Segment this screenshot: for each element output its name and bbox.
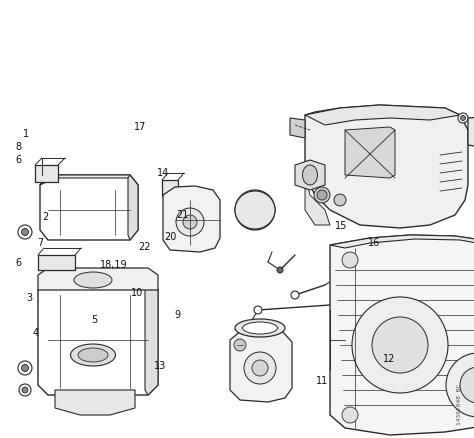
Circle shape bbox=[334, 194, 346, 206]
Polygon shape bbox=[162, 180, 178, 196]
Text: 7: 7 bbox=[37, 238, 44, 248]
Ellipse shape bbox=[71, 344, 116, 366]
Text: 5: 5 bbox=[91, 315, 98, 325]
Circle shape bbox=[18, 361, 32, 375]
Circle shape bbox=[183, 215, 197, 229]
Circle shape bbox=[244, 352, 276, 384]
Circle shape bbox=[235, 190, 275, 230]
Polygon shape bbox=[40, 175, 138, 185]
Polygon shape bbox=[345, 127, 395, 178]
Text: 9: 9 bbox=[175, 311, 181, 320]
Circle shape bbox=[22, 387, 28, 393]
Circle shape bbox=[317, 190, 327, 200]
Text: 16: 16 bbox=[368, 238, 381, 248]
Circle shape bbox=[243, 198, 267, 222]
Text: 2: 2 bbox=[42, 212, 48, 222]
Circle shape bbox=[254, 306, 262, 314]
Circle shape bbox=[176, 208, 204, 236]
Text: 3: 3 bbox=[27, 293, 32, 303]
Circle shape bbox=[21, 364, 28, 371]
Polygon shape bbox=[128, 175, 138, 240]
Ellipse shape bbox=[235, 319, 285, 337]
Circle shape bbox=[460, 367, 474, 403]
Circle shape bbox=[336, 271, 344, 279]
Circle shape bbox=[314, 187, 330, 203]
Polygon shape bbox=[145, 280, 158, 395]
Circle shape bbox=[458, 113, 468, 123]
Polygon shape bbox=[330, 235, 474, 252]
Text: 8: 8 bbox=[15, 142, 21, 152]
Text: 18,19: 18,19 bbox=[100, 260, 128, 270]
Text: 13: 13 bbox=[154, 361, 166, 371]
Polygon shape bbox=[330, 235, 474, 435]
Polygon shape bbox=[305, 105, 460, 125]
Polygon shape bbox=[468, 115, 474, 152]
Polygon shape bbox=[38, 268, 158, 290]
Polygon shape bbox=[38, 280, 158, 290]
Ellipse shape bbox=[302, 165, 318, 185]
Polygon shape bbox=[38, 255, 75, 270]
Text: 6: 6 bbox=[15, 155, 21, 165]
Polygon shape bbox=[38, 280, 158, 395]
Circle shape bbox=[277, 267, 283, 273]
Polygon shape bbox=[305, 175, 330, 225]
Circle shape bbox=[291, 291, 299, 299]
Ellipse shape bbox=[74, 272, 112, 288]
Text: 4: 4 bbox=[33, 328, 38, 338]
Circle shape bbox=[446, 353, 474, 417]
Circle shape bbox=[18, 225, 32, 239]
Polygon shape bbox=[295, 160, 325, 190]
Ellipse shape bbox=[235, 191, 275, 229]
Polygon shape bbox=[55, 390, 135, 415]
Circle shape bbox=[342, 252, 358, 268]
Text: 15: 15 bbox=[335, 221, 347, 230]
Text: 14367048 BC: 14367048 BC bbox=[457, 384, 463, 425]
Text: 22: 22 bbox=[138, 243, 151, 252]
Text: 14: 14 bbox=[157, 168, 170, 178]
Ellipse shape bbox=[78, 348, 108, 362]
Text: 21: 21 bbox=[176, 210, 189, 219]
Circle shape bbox=[21, 229, 28, 236]
Polygon shape bbox=[230, 328, 292, 402]
Polygon shape bbox=[305, 105, 468, 228]
Circle shape bbox=[372, 317, 428, 373]
Circle shape bbox=[252, 360, 268, 376]
Circle shape bbox=[234, 339, 246, 351]
Polygon shape bbox=[290, 118, 305, 138]
Circle shape bbox=[19, 384, 31, 396]
Text: 20: 20 bbox=[164, 232, 177, 241]
Polygon shape bbox=[35, 165, 58, 182]
Text: 17: 17 bbox=[134, 122, 146, 132]
Circle shape bbox=[342, 407, 358, 423]
Ellipse shape bbox=[243, 322, 277, 334]
Text: 6: 6 bbox=[15, 258, 21, 268]
Circle shape bbox=[461, 116, 465, 120]
Circle shape bbox=[344, 296, 352, 304]
Text: 12: 12 bbox=[383, 354, 395, 364]
Text: 1: 1 bbox=[23, 129, 29, 138]
Text: 11: 11 bbox=[316, 376, 328, 386]
Circle shape bbox=[352, 297, 448, 393]
Text: 10: 10 bbox=[131, 289, 144, 298]
Polygon shape bbox=[163, 186, 220, 252]
Polygon shape bbox=[40, 175, 138, 240]
